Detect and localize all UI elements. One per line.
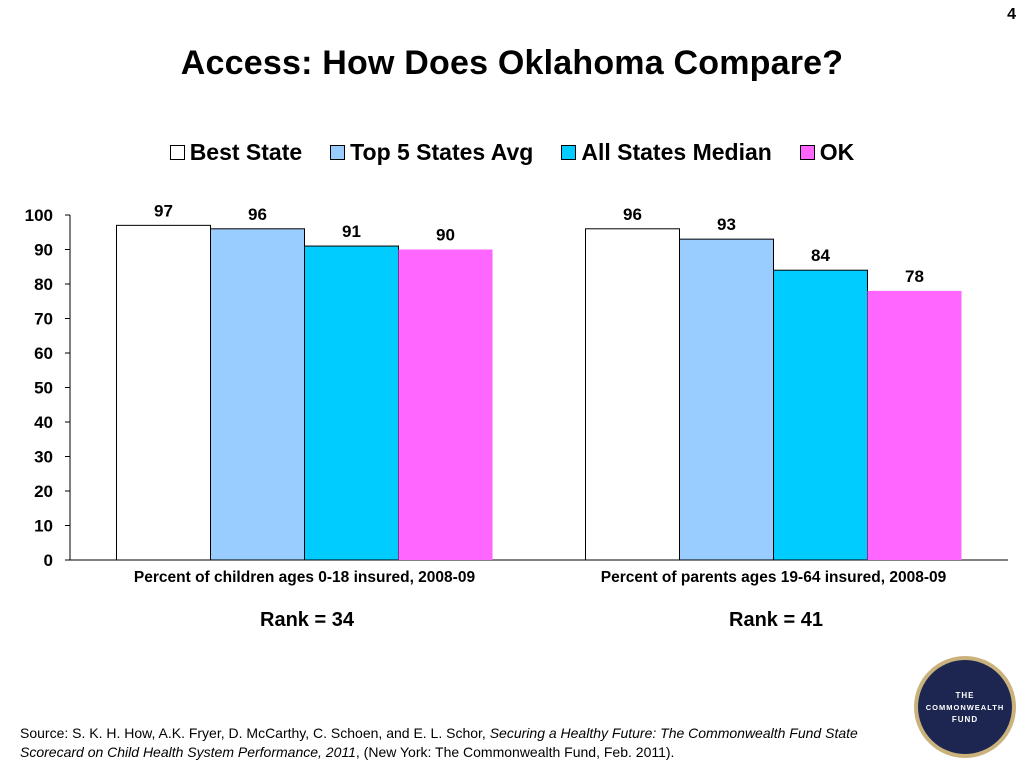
- bar-parents-3: [867, 290, 962, 560]
- chart-legend: Best State Top 5 States Avg All States M…: [0, 139, 1024, 166]
- legend-label-ok: OK: [819, 139, 855, 165]
- legend-swatch-best-state: [169, 145, 185, 160]
- logo-text-commonwealth: COMMONWEALTH: [926, 703, 1005, 712]
- data-label-children-2: 91: [342, 222, 361, 241]
- logo-text-the: THE: [956, 691, 975, 700]
- data-label-children-0: 97: [154, 201, 173, 220]
- y-tick-label-20: 20: [34, 482, 53, 501]
- legend-label-top5-avg: Top 5 States Avg: [350, 139, 534, 165]
- slide-number: 4: [1007, 6, 1016, 23]
- legend-item-ok: OK: [799, 139, 855, 166]
- logo-disc: [918, 660, 1012, 754]
- slide-title: Access: How Does Oklahoma Compare?: [180, 44, 844, 82]
- bar-children-1: [210, 228, 305, 561]
- y-tick-label-0: 0: [44, 551, 53, 570]
- bar-chart: 0 10 20 30 40 50 60 70 80 90 100 97 96 91 90 Percent of…: [25, 201, 1008, 586]
- source-note: Source: S. K. H. How, A.K. Fryer, D. McC…: [20, 724, 900, 762]
- data-label-parents-0: 96: [623, 205, 642, 224]
- bar-parents-0: [585, 228, 680, 561]
- category-label-0: Percent of children ages 0-18 insured, 2…: [134, 569, 476, 586]
- legend-label-median: All States Median: [581, 139, 772, 165]
- source-title: Securing a Healthy Future: The Commonwea…: [20, 725, 858, 760]
- bar-parents-2: [773, 269, 868, 561]
- bar-children-2: [304, 245, 399, 561]
- y-tick-label-70: 70: [34, 310, 53, 329]
- legend-swatch-top5-avg: [330, 145, 346, 160]
- source-prefix: Source: S. K. H. How, A.K. Fryer, D. McC…: [20, 725, 490, 741]
- y-tick-label-100: 100: [25, 206, 53, 225]
- y-tick-label-40: 40: [34, 413, 53, 432]
- bar-parents-1: [679, 238, 774, 561]
- data-label-children-1: 96: [248, 205, 267, 224]
- category-label-1: Percent of parents ages 19-64 insured, 2…: [601, 569, 947, 586]
- logo-text-fund: FUND: [952, 715, 978, 724]
- legend-label-best-state: Best State: [189, 139, 303, 165]
- y-tick-label-50: 50: [34, 379, 53, 398]
- y-tick-label-60: 60: [34, 344, 53, 363]
- y-tick-label-90: 90: [34, 241, 53, 260]
- legend-swatch-ok: [799, 145, 815, 160]
- y-tick-label-30: 30: [34, 448, 53, 467]
- legend-item-top5-avg: Top 5 States Avg: [330, 139, 533, 166]
- rank-left: Rank = 34: [260, 609, 354, 631]
- legend-item-median: All States Median: [561, 139, 772, 166]
- rank-right: Rank = 41: [729, 609, 823, 631]
- commonwealth-fund-logo: THE COMMONWEALTH FUND: [914, 656, 1016, 758]
- source-suffix: , (New York: The Commonwealth Fund, Feb.…: [355, 744, 675, 760]
- y-tick-label-10: 10: [34, 517, 53, 536]
- data-label-parents-3: 78: [905, 267, 924, 286]
- y-tick-label-80: 80: [34, 275, 53, 294]
- bar-children-3: [398, 249, 493, 560]
- data-label-parents-1: 93: [717, 215, 736, 234]
- legend-swatch-median: [561, 145, 577, 160]
- data-label-parents-2: 84: [811, 246, 830, 265]
- legend-item-best-state: Best State: [169, 139, 303, 166]
- data-label-children-3: 90: [436, 226, 455, 245]
- bar-children-0: [116, 224, 211, 561]
